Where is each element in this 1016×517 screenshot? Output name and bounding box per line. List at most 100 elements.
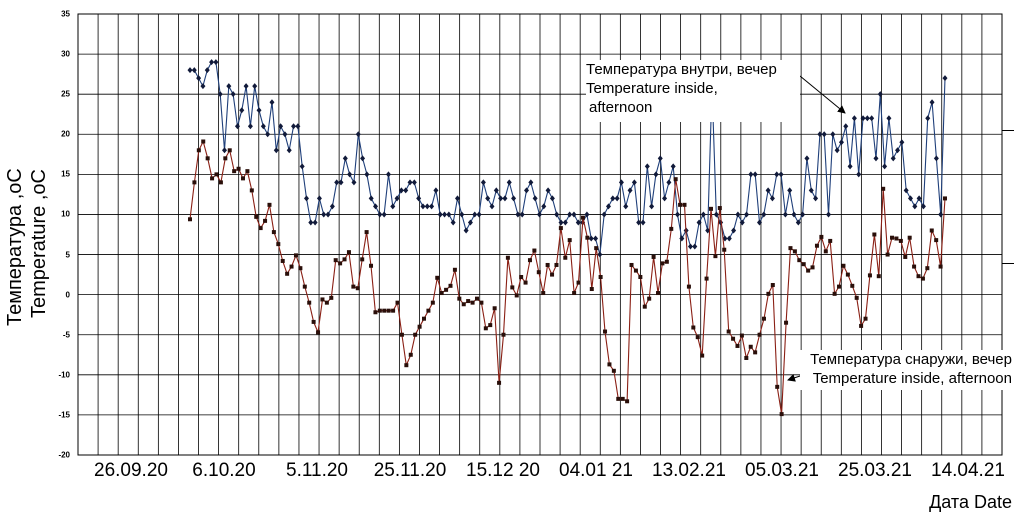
data-point <box>847 163 853 170</box>
data-point <box>461 302 466 307</box>
inside-temperature-annotation: Температура внутри, вечер Temperature in… <box>586 60 800 122</box>
data-point <box>492 306 497 311</box>
data-point <box>511 195 517 202</box>
data-point <box>416 195 422 202</box>
data-point <box>872 232 877 237</box>
data-point <box>205 156 210 161</box>
y-tick-label: 25 <box>61 89 70 99</box>
data-point <box>377 211 383 218</box>
data-point <box>819 234 824 239</box>
data-point <box>625 399 630 404</box>
data-point <box>713 211 719 218</box>
data-point <box>778 171 784 178</box>
data-point <box>713 254 718 259</box>
data-point <box>377 308 382 313</box>
data-point <box>731 227 737 234</box>
data-point <box>263 218 268 223</box>
data-point <box>607 362 612 367</box>
data-point <box>687 243 693 250</box>
data-point <box>571 211 577 218</box>
data-point <box>670 163 676 170</box>
data-point <box>753 350 758 355</box>
data-point <box>256 107 262 114</box>
data-point <box>744 211 750 218</box>
data-point <box>269 99 275 106</box>
series-outside <box>188 139 947 417</box>
data-point <box>907 195 913 202</box>
data-point <box>821 131 827 138</box>
data-point <box>474 296 479 301</box>
data-point <box>390 203 396 210</box>
data-point <box>722 247 727 252</box>
data-point <box>307 300 312 305</box>
data-point <box>618 179 624 186</box>
data-point <box>603 329 608 334</box>
data-point <box>656 291 661 296</box>
data-point <box>324 300 329 305</box>
data-point <box>519 274 524 279</box>
data-point <box>678 202 683 207</box>
y-tick-label: 5 <box>65 250 70 260</box>
data-point <box>382 308 387 313</box>
data-point <box>254 214 259 219</box>
data-point <box>289 264 294 269</box>
data-point <box>576 280 581 285</box>
data-point <box>860 115 866 122</box>
data-point <box>408 352 413 357</box>
data-point <box>704 276 709 281</box>
data-point <box>873 155 879 162</box>
data-point <box>782 211 788 218</box>
data-point <box>912 203 918 210</box>
data-point <box>629 262 634 267</box>
data-point <box>422 316 427 321</box>
data-point <box>885 252 890 257</box>
data-point <box>514 293 519 298</box>
data-point <box>549 195 555 202</box>
data-point <box>795 219 801 226</box>
data-point <box>209 59 215 66</box>
data-point <box>506 179 512 186</box>
data-point <box>814 243 819 248</box>
data-point <box>355 286 360 291</box>
data-point <box>851 115 857 122</box>
data-point <box>510 285 515 290</box>
data-point <box>942 75 948 82</box>
data-point <box>485 195 491 202</box>
data-point <box>890 155 896 162</box>
data-point <box>779 412 784 417</box>
data-point <box>204 67 210 74</box>
data-point <box>657 155 663 162</box>
data-point <box>739 219 745 226</box>
data-point <box>929 99 935 106</box>
data-point <box>501 332 506 337</box>
data-point <box>381 211 387 218</box>
data-point <box>669 226 674 231</box>
data-point <box>342 155 348 162</box>
data-point <box>338 179 344 186</box>
data-point <box>644 163 650 170</box>
data-point <box>267 202 272 207</box>
data-point <box>589 287 594 292</box>
data-point <box>417 324 422 329</box>
data-point <box>938 264 943 269</box>
data-point <box>373 310 378 315</box>
data-point <box>355 131 361 138</box>
data-point <box>278 123 284 130</box>
data-point <box>705 227 711 234</box>
data-point <box>627 187 633 194</box>
data-point <box>466 299 471 304</box>
data-point <box>498 195 504 202</box>
data-point <box>647 296 652 301</box>
data-point <box>329 295 334 300</box>
data-point <box>598 274 603 279</box>
data-point <box>616 396 621 401</box>
data-point <box>769 195 775 202</box>
data-point <box>196 148 201 153</box>
data-point <box>321 211 327 218</box>
data-point <box>792 249 797 254</box>
y-tick-label: -20 <box>58 450 70 460</box>
data-point <box>895 147 901 154</box>
data-point <box>830 131 836 138</box>
data-point <box>505 255 510 260</box>
